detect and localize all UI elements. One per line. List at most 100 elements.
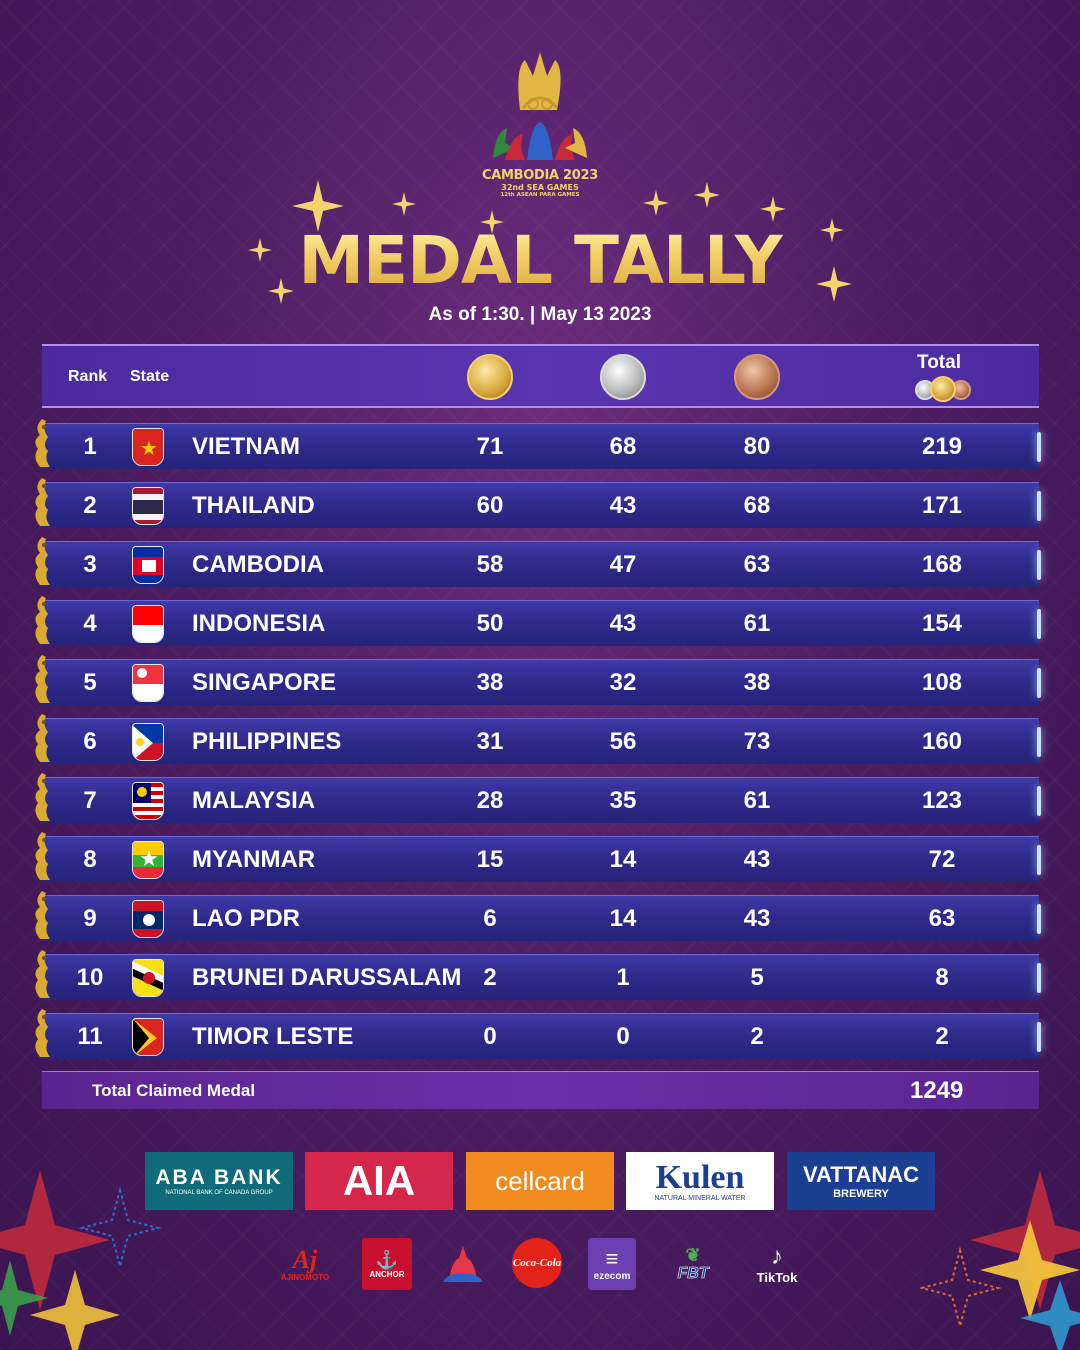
gold-cell: 2 [483, 964, 497, 991]
table-row: 11 TIMOR LESTE 0 0 2 2 [42, 1013, 1041, 1059]
sparkle-icon [820, 218, 844, 242]
silver-cell: 0 [616, 1023, 630, 1050]
tiktok-logo: ♪ TikTok [756, 1242, 798, 1285]
rank-cell: 1 [83, 433, 97, 460]
state-cell: BRUNEI DARUSSALAM [192, 964, 462, 991]
bronze-cell: 2 [750, 1023, 764, 1050]
angkor-logo-icon [493, 52, 587, 160]
rank-cell: 5 [83, 669, 97, 696]
table-row: 8 ★ MYANMAR 15 14 43 72 [42, 836, 1041, 882]
gold-cell: 15 [476, 846, 504, 873]
total-cell: 63 [928, 905, 956, 932]
total-claimed-bar: Total Claimed Medal 1249 [42, 1071, 1039, 1109]
total-cell: 160 [921, 728, 963, 755]
total-cell: 108 [921, 669, 963, 696]
table-row: 2 THAILAND 60 43 68 171 [42, 482, 1041, 528]
rank-cell: 2 [83, 492, 97, 519]
anchor-icon: ⚓ [375, 1249, 399, 1270]
naga-ornament-icon [35, 1009, 50, 1057]
total-cell: 219 [921, 433, 963, 460]
silver-cell: 56 [609, 728, 637, 755]
sparkle-icon [292, 180, 344, 232]
row-glow [1037, 491, 1041, 521]
music-note-icon: ♪ [771, 1242, 783, 1270]
naga-ornament-icon [35, 891, 50, 939]
total-cell: 154 [921, 610, 963, 637]
silver-cell: 32 [609, 669, 637, 696]
rank-cell: 7 [83, 787, 97, 814]
state-cell: INDONESIA [192, 610, 326, 637]
games-logo: CAMBODIA 2023 32nd SEA GAMES 12th ASEAN … [480, 48, 600, 213]
anchor-logo: ⚓ ANCHOR [362, 1238, 412, 1290]
table-row: 5 SINGAPORE 38 32 38 108 [42, 659, 1041, 705]
page-title: MEDAL TALLY [0, 222, 1080, 299]
row-glow [1037, 845, 1041, 875]
ezecom-logo: ≡ ezecom [588, 1238, 636, 1290]
total-cell: 168 [921, 551, 963, 578]
gold-medal-icon [930, 376, 956, 402]
naga-ornament-icon [35, 419, 50, 467]
table-row: 6 PHILIPPINES 31 56 73 160 [42, 718, 1041, 764]
corner-star-right-icon [920, 1170, 1080, 1350]
flag-icon [132, 782, 164, 820]
table-row: 9 LAO PDR 6 14 43 63 [42, 895, 1041, 941]
rank-header: Rank [68, 368, 108, 385]
state-cell: MALAYSIA [192, 787, 316, 814]
silver-cell: 43 [609, 610, 637, 637]
total-cell: 8 [935, 964, 949, 991]
rank-cell: 8 [83, 846, 97, 873]
row-glow [1037, 786, 1041, 816]
corner-star-left-icon [0, 1170, 162, 1350]
as-of-timestamp: As of 1:30. | May 13 2023 [428, 304, 652, 325]
table-row: 10 BRUNEI DARUSSALAM 2 1 5 8 [42, 954, 1041, 1000]
total-cell: 123 [921, 787, 963, 814]
ajinomoto-logo: Aj AJINOMOTO [280, 1244, 330, 1282]
bronze-cell: 61 [743, 787, 771, 814]
state-header: State [130, 368, 170, 385]
bronze-cell: 63 [743, 551, 771, 578]
aia-logo: AIA [305, 1152, 453, 1210]
fbt-logo: ❦ FBT [677, 1245, 709, 1282]
rank-cell: 6 [83, 728, 97, 755]
flag-icon [132, 546, 164, 584]
sparkle-icon [268, 278, 294, 304]
gold-cell: 6 [483, 905, 497, 932]
flag-icon [132, 723, 164, 761]
rank-cell: 10 [76, 964, 104, 991]
flag-icon [132, 1018, 164, 1056]
logo-line1: CAMBODIA 2023 [482, 168, 598, 183]
tourism-logo [434, 1238, 492, 1290]
table-row: 3 CAMBODIA 58 47 63 168 [42, 541, 1041, 587]
sparkle-icon [643, 190, 669, 216]
row-glow [1037, 727, 1041, 757]
sparkle-icon [760, 196, 786, 222]
silver-cell: 35 [609, 787, 637, 814]
gold-medal-icon [467, 354, 513, 400]
bronze-cell: 5 [750, 964, 764, 991]
total-cell: 72 [928, 846, 956, 873]
vattanac-logo: VATTANAC BREWERY [787, 1152, 935, 1210]
naga-ornament-icon [35, 714, 50, 762]
temple-icon [443, 1246, 483, 1282]
kulen-logo: Kulen NATURAL MINERAL WATER [626, 1152, 774, 1210]
gold-cell: 38 [476, 669, 504, 696]
row-glow [1037, 609, 1041, 639]
row-glow [1037, 432, 1041, 462]
flag-icon [132, 605, 164, 643]
sparkle-icon [392, 192, 416, 216]
coca-cola-logo: Coca-Cola [512, 1238, 562, 1288]
gold-cell: 71 [476, 433, 504, 460]
row-glow [1037, 904, 1041, 934]
bronze-cell: 73 [743, 728, 771, 755]
flag-icon [132, 959, 164, 997]
row-glow [1037, 963, 1041, 993]
state-cell: SINGAPORE [192, 669, 337, 696]
state-cell: MYANMAR [192, 846, 316, 873]
gold-cell: 28 [476, 787, 504, 814]
total-claimed-label: Total Claimed Medal [92, 1081, 256, 1100]
bronze-cell: 80 [743, 433, 771, 460]
state-cell: PHILIPPINES [192, 728, 342, 755]
total-claimed-value: 1249 [910, 1077, 964, 1104]
state-cell: LAO PDR [192, 905, 300, 932]
flag-icon: ★ [132, 428, 164, 466]
